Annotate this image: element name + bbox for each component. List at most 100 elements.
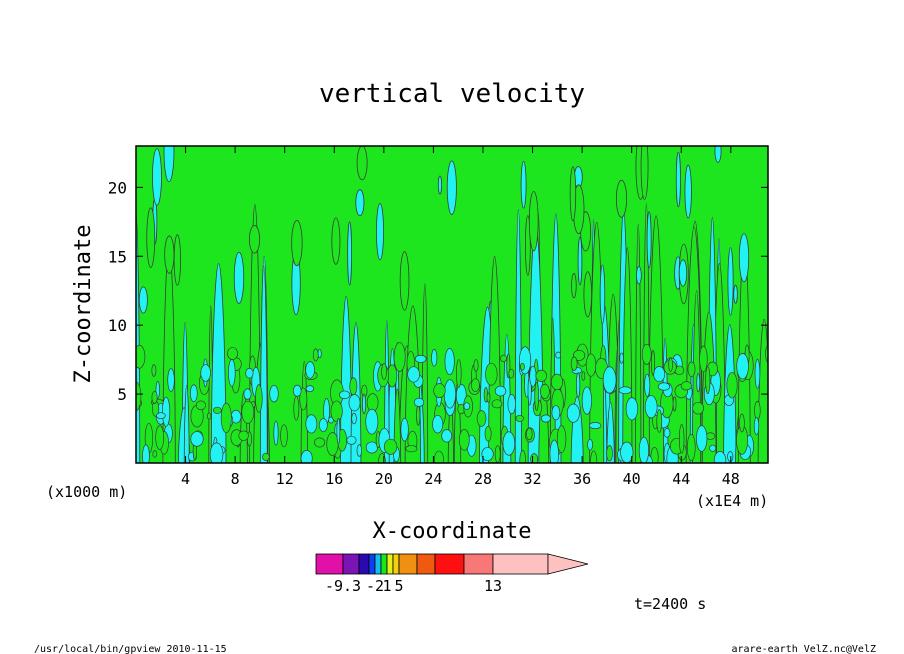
boundary-cell	[491, 399, 503, 409]
boundary-cell	[444, 348, 455, 376]
colorbar-label: -9.3	[325, 577, 361, 595]
boundary-cell	[432, 414, 444, 434]
boundary-cell	[414, 354, 427, 363]
boundary-cell	[696, 373, 701, 393]
boundary-cell	[228, 359, 236, 387]
upper-cell	[249, 225, 261, 254]
colorbar-swatch-8	[398, 553, 418, 575]
x-tick-label: 28	[474, 470, 492, 488]
x-tick-label: 32	[524, 470, 542, 488]
upper-cell	[577, 236, 583, 286]
colorbar-swatch-4	[374, 553, 382, 575]
boundary-cell	[625, 397, 639, 421]
boundary-cell	[638, 436, 649, 463]
boundary-cell	[709, 444, 717, 452]
boundary-cell	[471, 378, 480, 392]
boundary-cell	[539, 383, 550, 399]
boundary-cell	[549, 439, 559, 463]
boundary-cell	[151, 364, 157, 377]
boundary-cell	[680, 381, 692, 391]
boundary-cell	[500, 354, 507, 363]
upper-cell	[331, 217, 341, 265]
boundary-cell	[663, 428, 671, 438]
boundary-cell	[476, 410, 487, 427]
upper-cell	[520, 160, 527, 209]
boundary-cell	[434, 450, 444, 463]
boundary-cell	[686, 433, 696, 462]
boundary-cell	[383, 438, 398, 455]
boundary-cell	[566, 403, 580, 423]
upper-cell	[164, 235, 175, 274]
colorbar-swatch-10	[434, 553, 465, 575]
upper-cell	[528, 191, 539, 252]
boundary-cell	[699, 345, 708, 373]
boundary-cell	[736, 352, 749, 380]
boundary-cell	[381, 363, 387, 380]
boundary-cell	[463, 402, 471, 410]
boundary-cell	[687, 361, 696, 377]
plot-frame	[135, 145, 769, 464]
boundary-cell	[269, 385, 279, 403]
boundary-cell	[413, 397, 425, 407]
boundary-cell	[619, 352, 624, 364]
boundary-cell	[152, 450, 158, 458]
x-tick-label: 16	[325, 470, 343, 488]
colorbar-swatch-11	[463, 553, 494, 575]
boundary-cell	[245, 367, 254, 379]
updraft-plume	[183, 384, 190, 463]
upper-cell	[233, 251, 245, 304]
boundary-cell	[529, 365, 537, 387]
boundary-cell	[241, 400, 255, 424]
boundary-cell	[754, 400, 761, 421]
boundary-cell	[378, 453, 386, 463]
boundary-cell	[339, 390, 351, 400]
upper-cell	[356, 146, 368, 181]
upper-cell	[675, 151, 681, 208]
boundary-cell	[581, 386, 592, 415]
y-axis-ticks: 5 10 15 20	[108, 178, 768, 404]
y-axis-label: Z-coordinate	[71, 225, 96, 384]
boundary-cell	[494, 445, 501, 463]
velocity-field	[136, 146, 768, 463]
y-tick-label: 10	[108, 316, 127, 335]
boundary-cell	[351, 412, 357, 425]
boundary-cell	[653, 366, 666, 383]
boundary-cell	[255, 384, 263, 413]
colorbar-extend-arrow	[547, 553, 589, 575]
boundary-cell	[189, 384, 198, 403]
upper-cell	[347, 221, 352, 286]
time-label: t=2400 s	[634, 595, 706, 613]
x-tick-label: 40	[623, 470, 641, 488]
boundary-cell	[151, 390, 158, 404]
boundary-cell	[672, 396, 677, 412]
boundary-cell	[220, 402, 232, 434]
boundary-cell	[727, 451, 734, 462]
boundary-cell	[212, 406, 222, 414]
boundary-cell	[156, 412, 166, 420]
colorbar-label: 13	[484, 577, 502, 595]
boundary-cell	[305, 385, 315, 393]
upper-cell	[355, 189, 365, 217]
boundary-cell	[348, 394, 361, 412]
boundary-cell	[508, 368, 515, 379]
colorbar-label: -2	[366, 577, 384, 595]
boundary-cell	[550, 373, 564, 391]
x-tick-label: 12	[276, 470, 294, 488]
boundary-cell	[551, 405, 561, 421]
boundary-cell	[407, 366, 420, 383]
boundary-cell	[494, 385, 507, 397]
upper-cell	[678, 259, 688, 287]
boundary-cell	[405, 445, 418, 453]
x-tick-label: 4	[181, 470, 190, 488]
boundary-cell	[754, 358, 761, 389]
boundary-cell	[602, 366, 617, 394]
upper-cell	[727, 247, 734, 316]
boundary-cell	[330, 400, 343, 422]
boundary-cell	[365, 408, 379, 435]
boundary-cell	[555, 351, 562, 359]
boundary-cell	[507, 393, 516, 415]
boundary-cell	[481, 447, 494, 462]
x-tick-label: 20	[375, 470, 393, 488]
upper-cell	[684, 164, 692, 219]
boundary-cell	[753, 417, 760, 436]
